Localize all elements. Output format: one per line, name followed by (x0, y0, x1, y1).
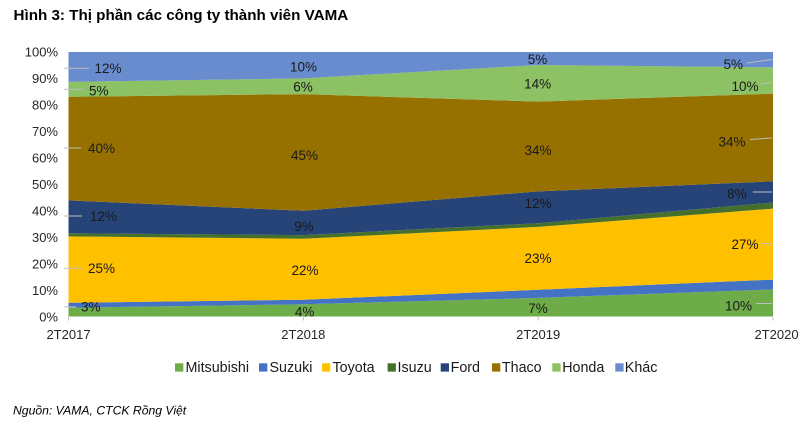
svg-text:9%: 9% (294, 219, 314, 234)
svg-text:14%: 14% (524, 76, 551, 91)
svg-text:22%: 22% (291, 263, 318, 278)
svg-text:5%: 5% (723, 57, 743, 72)
svg-text:10%: 10% (32, 283, 58, 298)
svg-text:5%: 5% (89, 83, 109, 98)
svg-text:34%: 34% (718, 135, 745, 150)
svg-text:30%: 30% (32, 230, 58, 245)
svg-text:2T2018: 2T2018 (281, 327, 325, 342)
svg-text:45%: 45% (291, 148, 318, 163)
svg-text:70%: 70% (32, 124, 58, 139)
svg-text:Khác: Khác (625, 360, 658, 376)
svg-text:Honda: Honda (562, 360, 604, 376)
svg-text:10%: 10% (290, 60, 317, 75)
svg-text:2T2020: 2T2020 (754, 327, 798, 342)
svg-text:Thaco: Thaco (502, 360, 542, 376)
svg-text:12%: 12% (95, 61, 122, 76)
svg-text:5%: 5% (528, 52, 548, 67)
svg-text:7%: 7% (528, 301, 548, 316)
svg-text:4%: 4% (295, 304, 315, 319)
svg-text:Toyota: Toyota (333, 360, 375, 376)
svg-text:60%: 60% (32, 151, 58, 166)
svg-text:40%: 40% (88, 141, 115, 156)
svg-text:2T2017: 2T2017 (46, 327, 90, 342)
svg-text:40%: 40% (32, 204, 58, 219)
svg-text:34%: 34% (524, 143, 551, 158)
svg-text:27%: 27% (731, 237, 758, 252)
svg-text:Suzuki: Suzuki (270, 360, 313, 376)
svg-text:0%: 0% (39, 310, 58, 325)
svg-text:8%: 8% (727, 186, 747, 201)
svg-text:23%: 23% (524, 251, 551, 266)
svg-text:3%: 3% (81, 300, 101, 315)
svg-text:90%: 90% (32, 71, 58, 86)
svg-text:2T2019: 2T2019 (516, 327, 560, 342)
svg-text:80%: 80% (32, 98, 58, 113)
svg-text:Hình 3: Thị phần các công ty t: Hình 3: Thị phần các công ty thành viên … (14, 7, 349, 24)
svg-text:20%: 20% (32, 257, 58, 272)
svg-text:Nguồn: VAMA, CTCK Rồng Việt: Nguồn: VAMA, CTCK Rồng Việt (13, 403, 187, 417)
svg-text:Isuzu: Isuzu (398, 360, 432, 376)
svg-text:25%: 25% (88, 261, 115, 276)
svg-text:6%: 6% (293, 79, 313, 94)
svg-text:50%: 50% (32, 177, 58, 192)
svg-text:Mitsubishi: Mitsubishi (186, 360, 250, 376)
svg-text:100%: 100% (25, 45, 59, 60)
svg-text:12%: 12% (90, 209, 117, 224)
svg-text:10%: 10% (731, 79, 758, 94)
svg-text:Ford: Ford (451, 360, 480, 376)
svg-text:12%: 12% (524, 196, 551, 211)
svg-text:10%: 10% (725, 298, 752, 313)
